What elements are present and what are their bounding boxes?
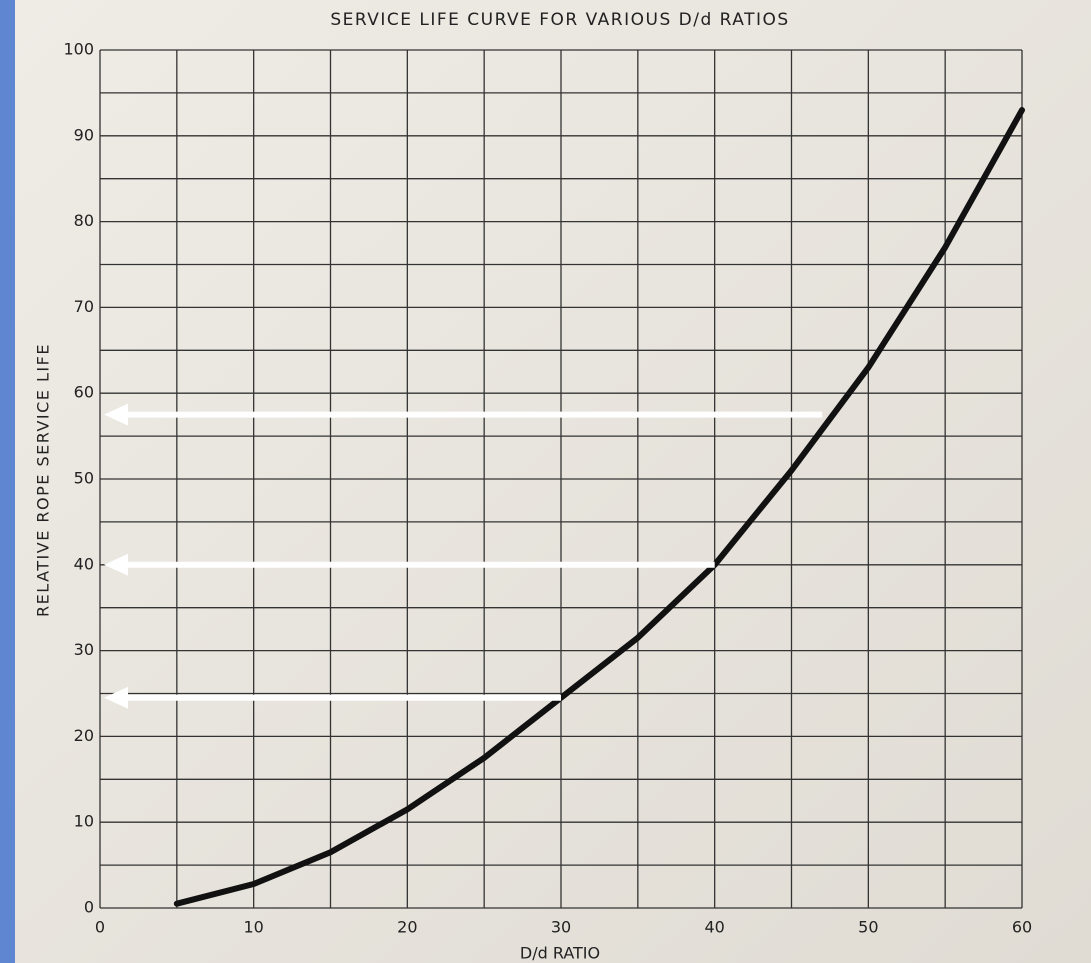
page: SERVICE LIFE CURVE FOR VARIOUS D/d RATIO… [0,0,1091,963]
y-tick-label: 90 [74,125,94,144]
chart: SERVICE LIFE CURVE FOR VARIOUS D/d RATIO… [0,0,1091,963]
x-tick-label: 40 [704,918,724,937]
y-axis-label: RELATIVE ROPE SERVICE LIFE [34,343,53,617]
x-axis-label: D/d RATIO [520,944,600,963]
y-tick-label: 30 [74,640,94,659]
x-tick-label: 60 [1012,918,1032,937]
y-tick-label: 50 [74,469,94,488]
y-tick-label: 70 [74,297,94,316]
y-tick-label: 60 [74,383,94,402]
y-tick-label: 40 [74,554,94,573]
chart-title: SERVICE LIFE CURVE FOR VARIOUS D/d RATIO… [330,10,789,30]
x-tick-label: 50 [858,918,878,937]
y-tick-label: 20 [74,726,94,745]
y-tick-label: 10 [74,812,94,831]
x-tick-label: 20 [397,918,417,937]
y-tick-label: 80 [74,211,94,230]
y-tick-label: 100 [63,40,94,59]
x-tick-label: 0 [95,918,105,937]
y-tick-label: 0 [84,898,94,917]
x-tick-label: 30 [551,918,571,937]
x-tick-label: 10 [243,918,263,937]
